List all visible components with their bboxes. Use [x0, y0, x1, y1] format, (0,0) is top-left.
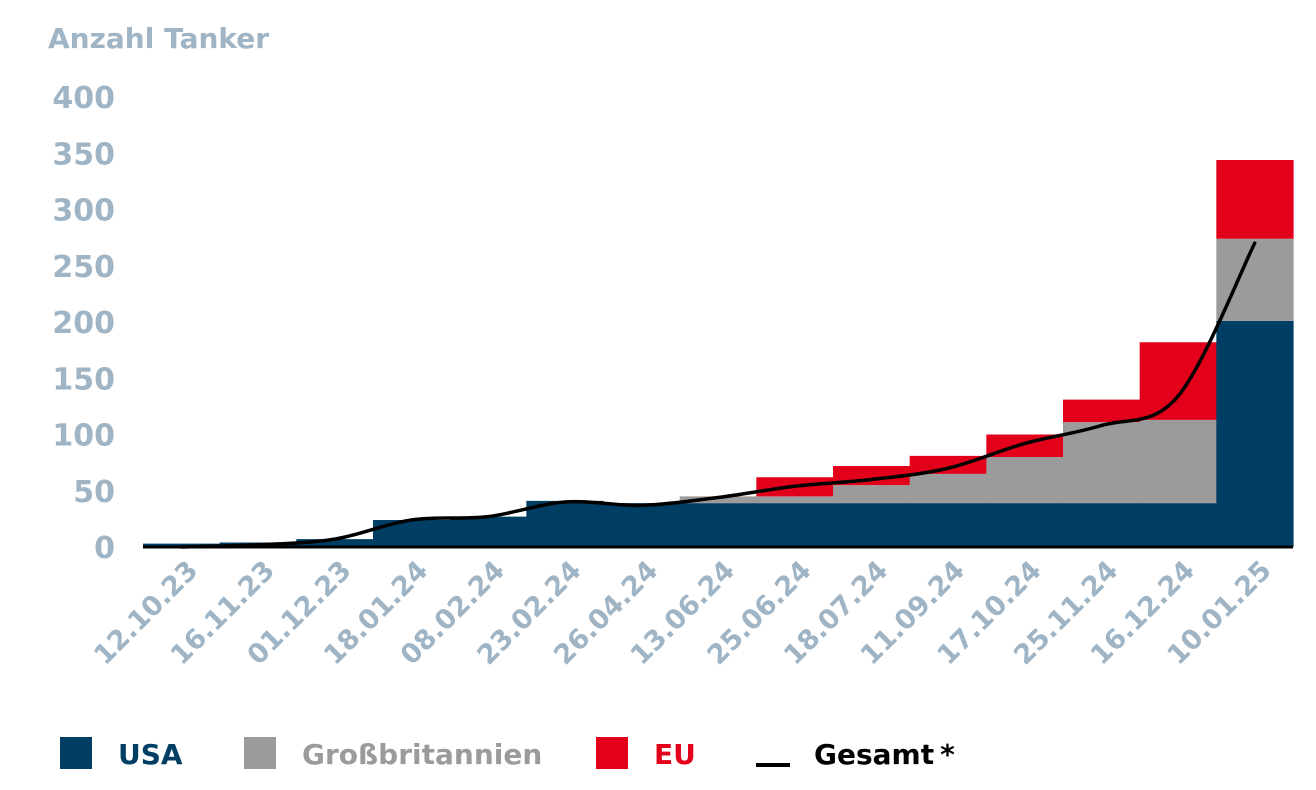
y-tick-label: 200 — [52, 306, 115, 341]
legend-swatch-usa — [60, 737, 92, 769]
y-tick-label: 350 — [52, 137, 115, 172]
bar-usa — [1216, 320, 1294, 547]
total-line-group — [179, 241, 1257, 549]
bar-gro-britannien — [1216, 238, 1294, 321]
bar-usa — [986, 503, 1064, 547]
y-tick-label: 150 — [52, 362, 115, 397]
y-tick-label: 300 — [52, 194, 115, 229]
total-line — [179, 241, 1257, 549]
y-tick-label: 100 — [52, 419, 115, 454]
legend-line-gesamt — [756, 763, 790, 767]
bar-usa — [526, 500, 604, 547]
bar-eu — [909, 455, 987, 474]
legend-label-usa: USA — [118, 738, 183, 771]
bar-gro-britannien — [1063, 422, 1141, 504]
bar-usa — [449, 516, 527, 547]
bar-usa — [909, 503, 987, 547]
bar-gro-britannien — [1139, 419, 1217, 504]
legend-swatch-eu — [596, 737, 628, 769]
legend-swatch-gro-britannien — [244, 737, 276, 769]
bar-usa — [679, 503, 757, 547]
legend-label-eu: EU — [654, 738, 696, 771]
bar-usa — [296, 539, 374, 547]
bar-gro-britannien — [756, 496, 834, 504]
bar-usa — [756, 503, 834, 547]
bar-eu — [1216, 160, 1294, 239]
x-axis-ticks: 12.10.2316.11.2301.12.2318.01.2408.02.24… — [88, 555, 1277, 671]
legend-label-gesamt: Gesamt — [814, 738, 934, 771]
bar-usa — [833, 503, 911, 547]
bar-usa — [1139, 503, 1217, 547]
y-tick-label: 50 — [73, 475, 115, 510]
y-tick-label: 250 — [52, 250, 115, 285]
bar-gro-britannien — [833, 485, 911, 504]
bar-usa — [1063, 503, 1141, 547]
legend-footnote-marker: * — [940, 738, 955, 771]
legend-label-gro-britannien: Großbritannien — [302, 738, 542, 771]
bar-gro-britannien — [909, 473, 987, 504]
bar-usa — [373, 520, 451, 547]
bar-gro-britannien — [986, 457, 1064, 504]
bar-usa — [603, 503, 681, 547]
y-tick-label: 400 — [52, 81, 115, 116]
bars-group — [143, 160, 1294, 547]
bar-eu — [1063, 399, 1141, 423]
bar-gro-britannien — [679, 496, 757, 504]
legend: USA Großbritannien EU Gesamt * — [60, 737, 955, 771]
y-axis-title: Anzahl Tanker — [48, 22, 269, 55]
y-axis-ticks: 0 50 100 150 200 250 300 350 400 — [52, 81, 115, 566]
y-tick-label: 0 — [94, 531, 115, 566]
